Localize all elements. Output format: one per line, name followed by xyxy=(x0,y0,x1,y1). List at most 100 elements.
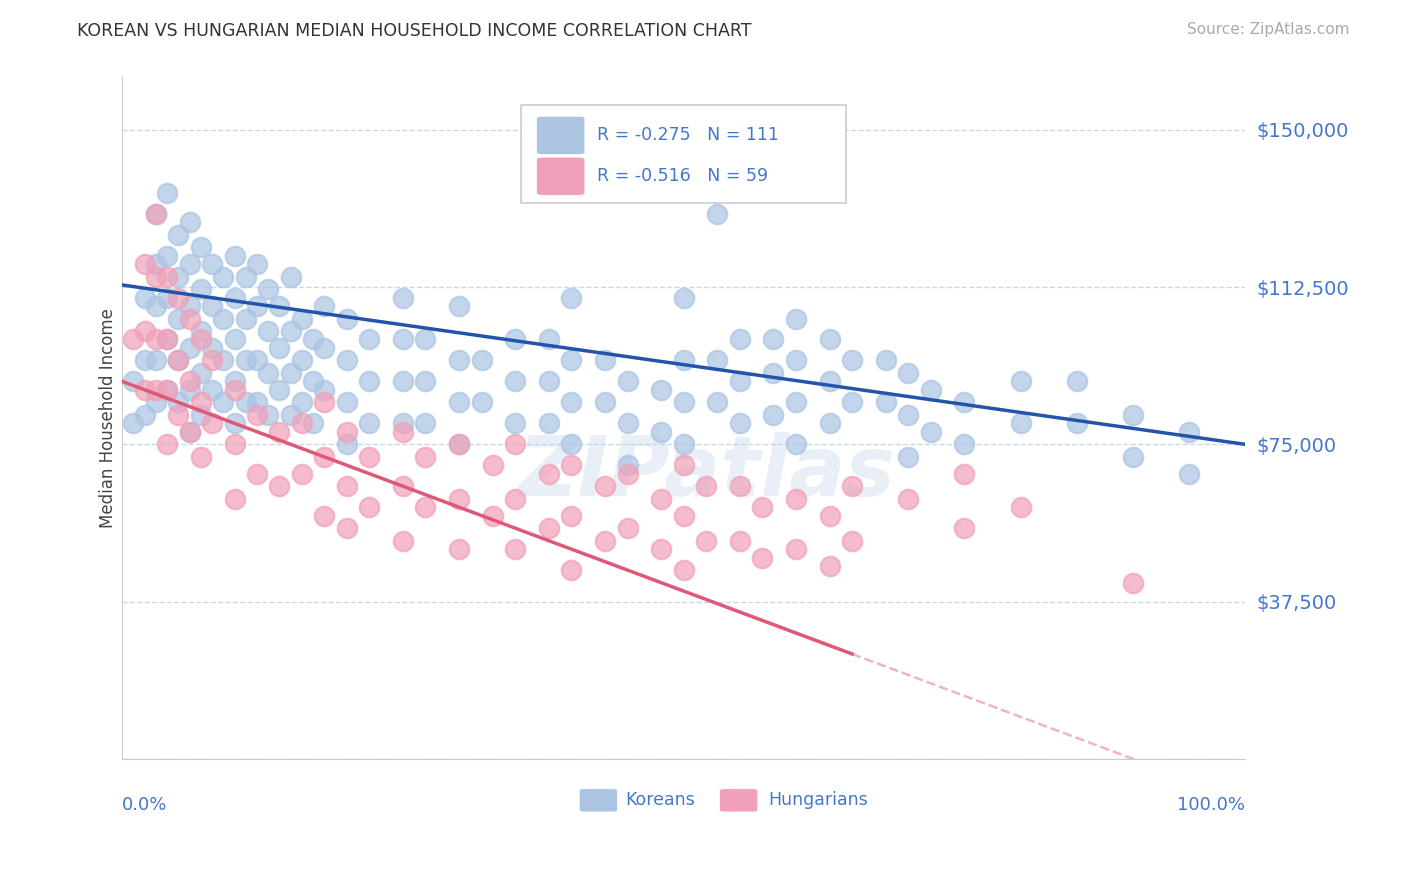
Point xyxy=(672,165,695,179)
Point xyxy=(201,299,224,313)
Point xyxy=(179,375,201,389)
Point xyxy=(145,299,167,313)
Point xyxy=(897,450,920,464)
Point xyxy=(280,269,302,284)
Point xyxy=(224,249,246,263)
Point xyxy=(314,395,336,409)
Point xyxy=(503,437,526,451)
Text: ZIPatlas: ZIPatlas xyxy=(517,432,896,513)
Point xyxy=(269,299,291,313)
Point xyxy=(246,467,269,481)
Point xyxy=(537,417,560,431)
Point xyxy=(818,508,841,523)
Point xyxy=(359,500,381,515)
Point xyxy=(392,425,415,439)
Point xyxy=(449,353,471,368)
Point xyxy=(415,417,437,431)
Point xyxy=(134,353,156,368)
Point xyxy=(1122,408,1144,422)
Point xyxy=(1010,417,1032,431)
FancyBboxPatch shape xyxy=(520,104,846,203)
Point xyxy=(449,542,471,557)
Point xyxy=(167,353,190,368)
Point xyxy=(560,353,582,368)
Point xyxy=(785,311,807,326)
FancyBboxPatch shape xyxy=(720,789,758,812)
Point xyxy=(336,395,359,409)
Point xyxy=(503,417,526,431)
Point xyxy=(212,395,235,409)
Point xyxy=(156,333,179,347)
Point xyxy=(392,333,415,347)
Point xyxy=(291,417,314,431)
Text: KOREAN VS HUNGARIAN MEDIAN HOUSEHOLD INCOME CORRELATION CHART: KOREAN VS HUNGARIAN MEDIAN HOUSEHOLD INC… xyxy=(77,22,752,40)
Point xyxy=(257,282,280,296)
Point xyxy=(359,417,381,431)
Text: Source: ZipAtlas.com: Source: ZipAtlas.com xyxy=(1187,22,1350,37)
Text: R = -0.275   N = 111: R = -0.275 N = 111 xyxy=(598,127,779,145)
Point xyxy=(672,508,695,523)
Point xyxy=(156,383,179,397)
Text: 100.0%: 100.0% xyxy=(1177,797,1246,814)
Point xyxy=(481,458,503,473)
Point xyxy=(359,450,381,464)
Point xyxy=(481,508,503,523)
Point xyxy=(1066,417,1088,431)
Point xyxy=(537,467,560,481)
Point xyxy=(212,269,235,284)
Point xyxy=(269,479,291,493)
Point xyxy=(762,366,785,380)
Point xyxy=(314,341,336,355)
Point xyxy=(706,207,728,221)
Point xyxy=(953,467,976,481)
Point xyxy=(616,417,638,431)
Point xyxy=(616,521,638,535)
Point xyxy=(190,366,212,380)
Point xyxy=(560,395,582,409)
Point xyxy=(190,395,212,409)
Point xyxy=(291,353,314,368)
Point xyxy=(167,291,190,305)
Point xyxy=(224,383,246,397)
FancyBboxPatch shape xyxy=(579,789,617,812)
Point xyxy=(336,425,359,439)
Point xyxy=(212,353,235,368)
Point xyxy=(235,353,257,368)
Point xyxy=(897,491,920,506)
Point xyxy=(1066,375,1088,389)
Point xyxy=(359,375,381,389)
Point xyxy=(167,408,190,422)
Point xyxy=(246,299,269,313)
Point xyxy=(156,437,179,451)
Point xyxy=(449,395,471,409)
Point xyxy=(415,500,437,515)
Point xyxy=(257,408,280,422)
Point xyxy=(560,458,582,473)
Point xyxy=(314,299,336,313)
Point xyxy=(134,383,156,397)
Point xyxy=(818,333,841,347)
Point xyxy=(785,437,807,451)
Point xyxy=(201,383,224,397)
Point xyxy=(280,324,302,338)
Point xyxy=(1122,450,1144,464)
Point xyxy=(179,341,201,355)
Point xyxy=(246,353,269,368)
Point xyxy=(190,240,212,254)
Point xyxy=(560,437,582,451)
Point xyxy=(257,366,280,380)
Text: 0.0%: 0.0% xyxy=(122,797,167,814)
Point xyxy=(269,425,291,439)
Point xyxy=(875,395,897,409)
Point xyxy=(291,395,314,409)
Point xyxy=(179,311,201,326)
Point xyxy=(224,291,246,305)
Point xyxy=(246,257,269,271)
Point xyxy=(616,467,638,481)
Point xyxy=(190,408,212,422)
Point xyxy=(224,417,246,431)
Point xyxy=(920,425,942,439)
Point xyxy=(503,375,526,389)
Point xyxy=(167,395,190,409)
Point xyxy=(314,450,336,464)
